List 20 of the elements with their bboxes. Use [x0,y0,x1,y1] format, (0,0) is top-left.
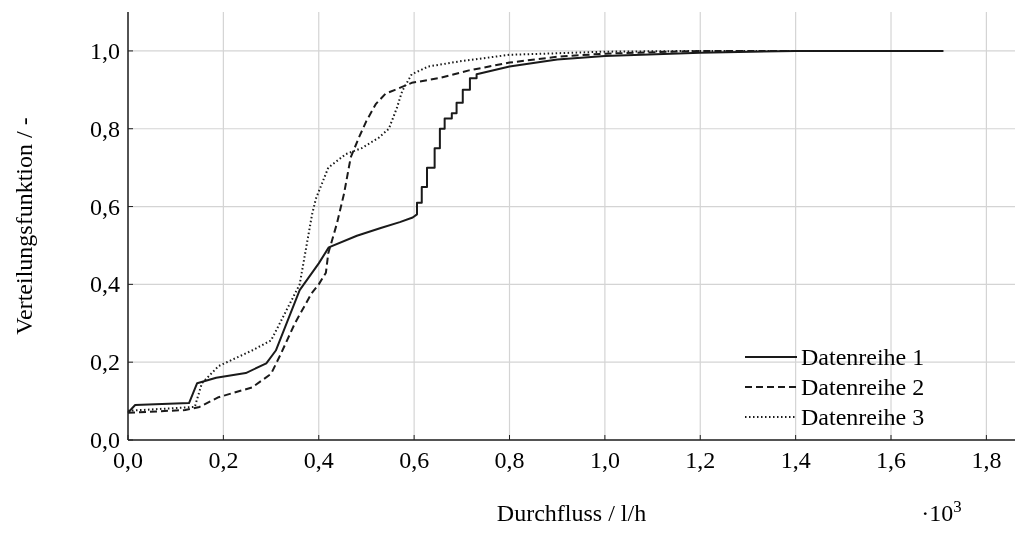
legend-label: Datenreihe 2 [801,374,925,400]
x-tick-label: 0,2 [208,447,239,473]
text: ·10$^{3}$ [921,496,962,526]
x-tick-label: 0,6 [399,447,430,473]
y-tick-label: 0,2 [90,349,120,376]
x-tick-label: 0,8 [494,447,525,473]
x-tick-label: 1,6 [876,447,907,473]
y-tick-label: 1,0 [90,37,120,64]
y-tick-label: 0,6 [90,193,120,220]
x-tick-label: 0,4 [303,447,334,473]
x-tick-label: 1,2 [685,447,716,473]
y-axis-title: Verteilungsfunktion / - [11,117,37,335]
y-tick-label: 0,4 [90,271,120,298]
x-tick-label: 1,4 [780,447,811,473]
legend-label: Datenreihe 3 [801,404,925,430]
x-axis-title: Durchfluss / l/h [496,500,647,526]
x-tick-label: 1,0 [589,447,620,473]
legend-label: Datenreihe 1 [801,344,925,370]
y-tick-label: 0,8 [90,115,120,142]
x-tick-label: 1,8 [971,447,1002,473]
